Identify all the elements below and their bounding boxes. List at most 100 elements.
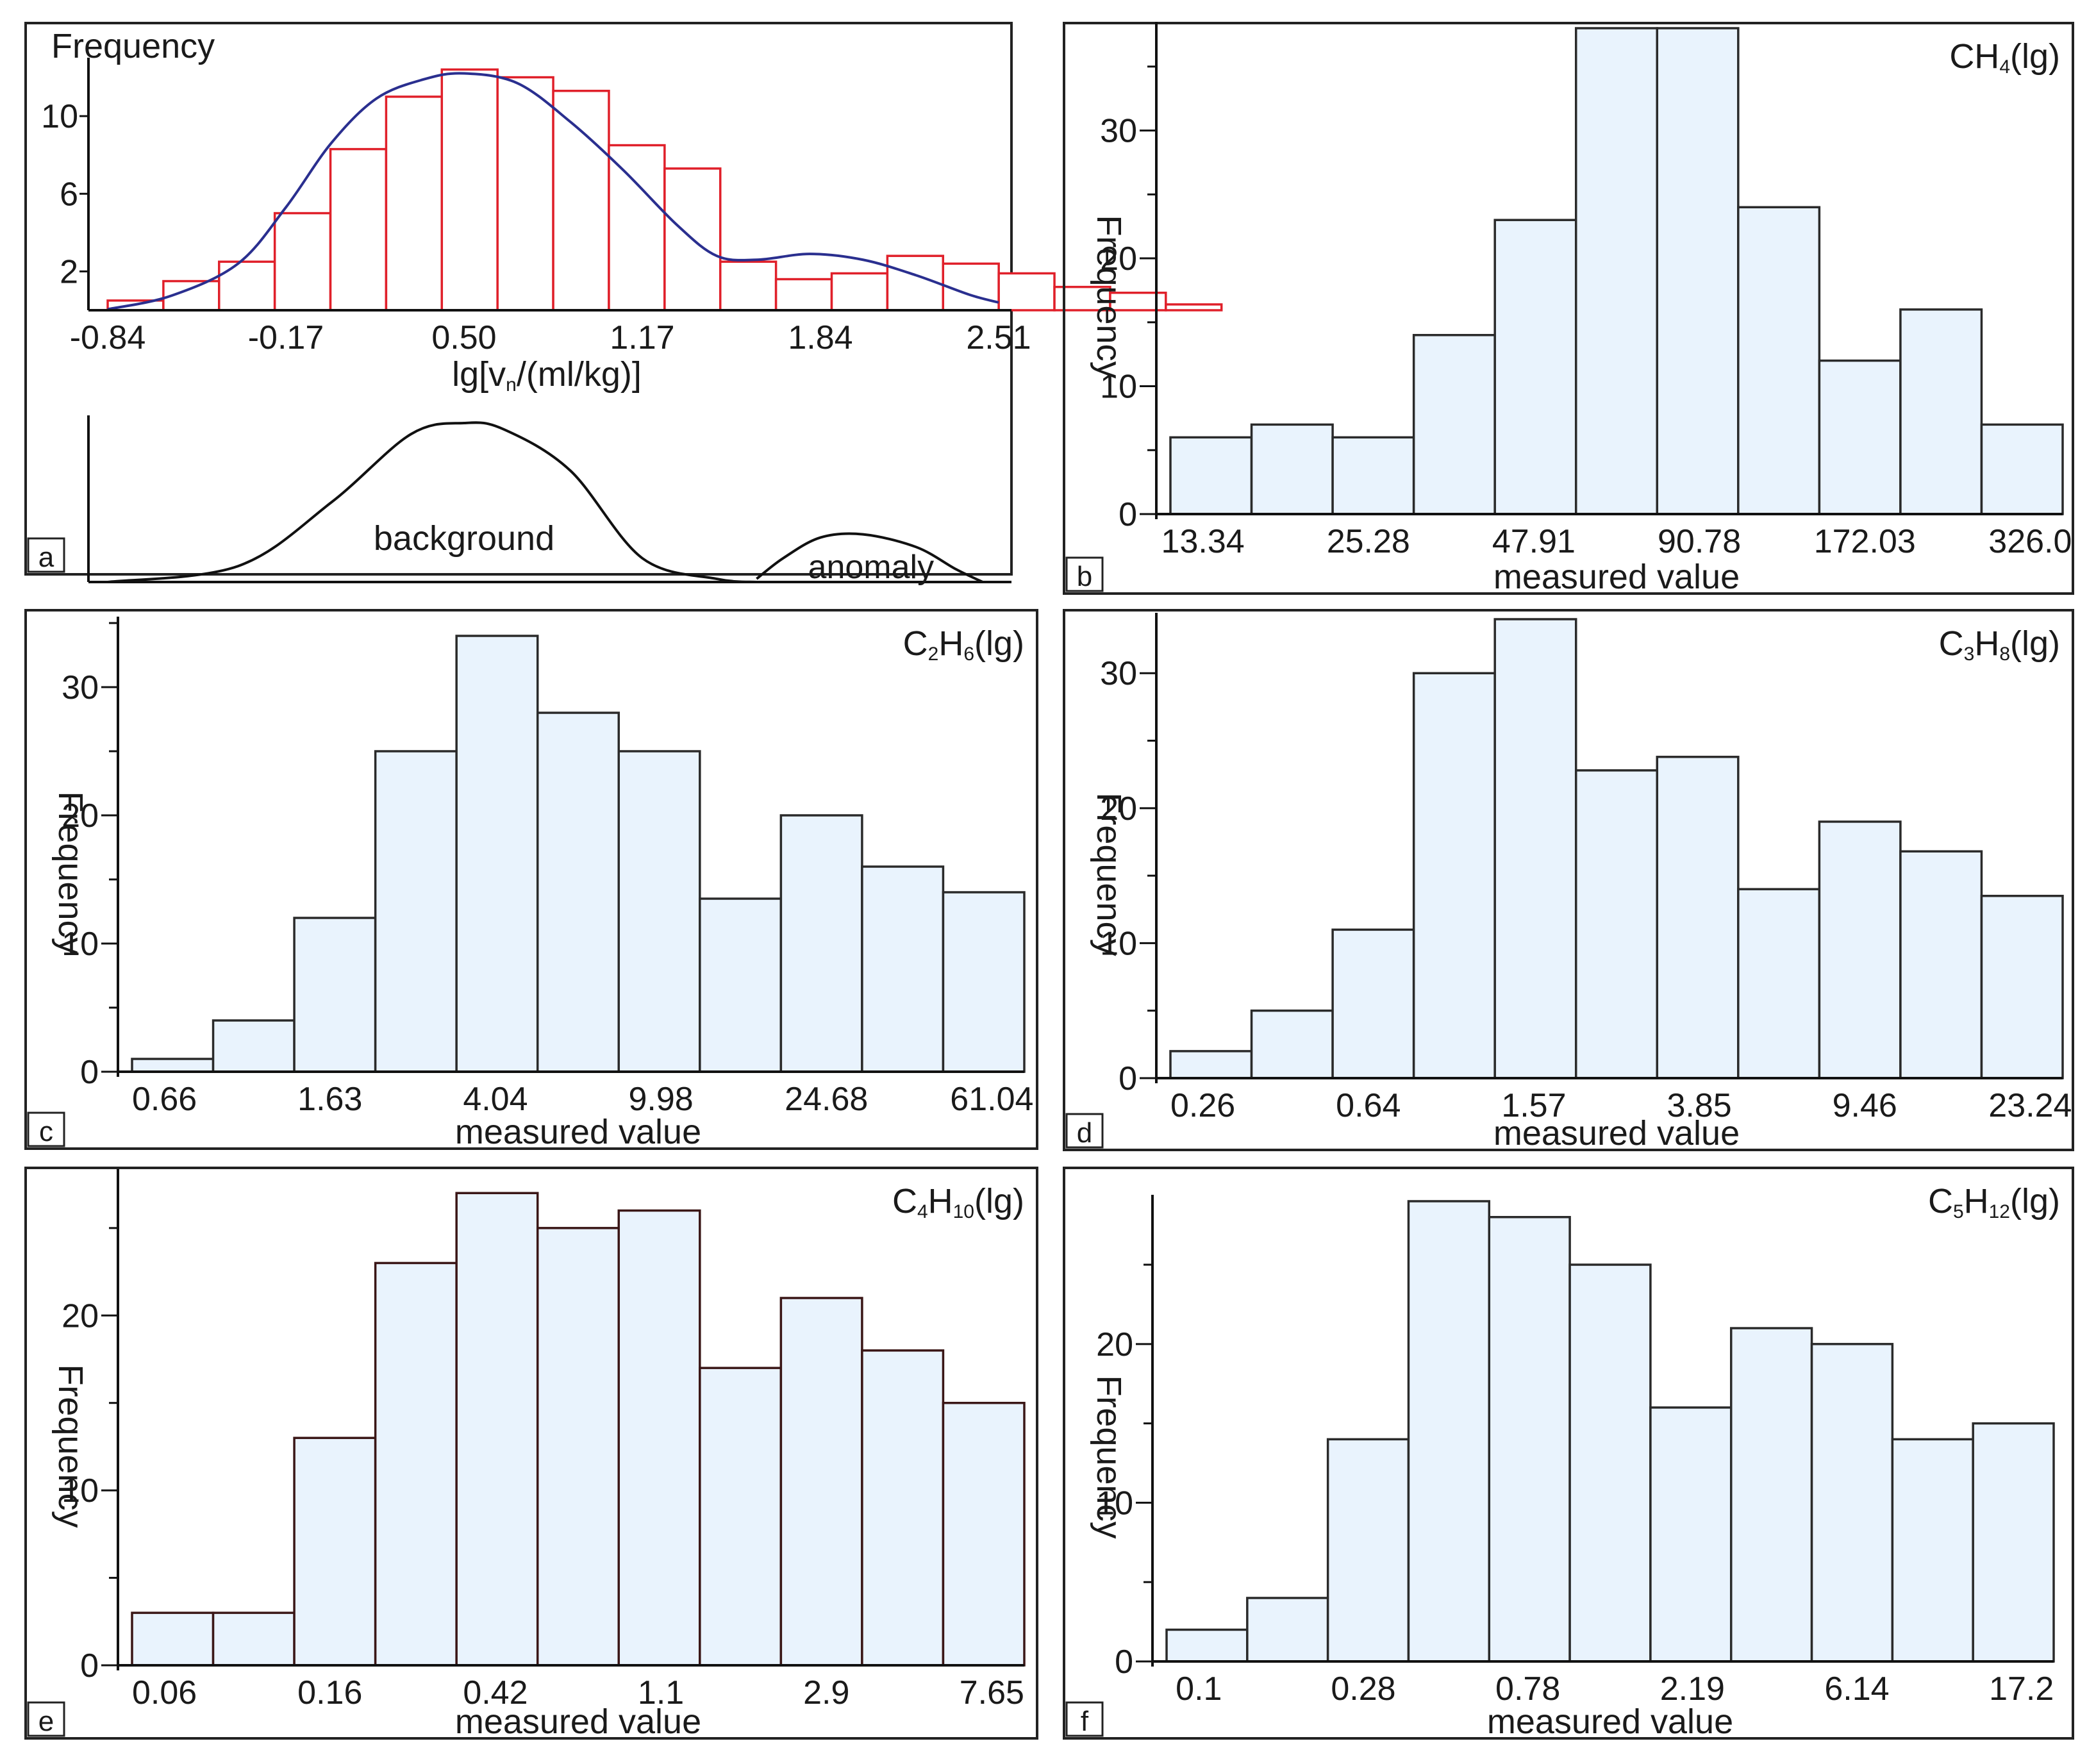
x-tick-label: 3.85 bbox=[1667, 1087, 1731, 1124]
chart-title: C5H12(lg) bbox=[1928, 1182, 2060, 1222]
histogram-bar bbox=[273, 212, 332, 312]
chart-title-part: H bbox=[928, 1182, 953, 1220]
background-curve bbox=[107, 421, 757, 583]
x-axis-label: measured value bbox=[455, 1702, 701, 1741]
y-tick-label: 0 bbox=[1119, 1060, 1137, 1097]
histogram-bar bbox=[1493, 219, 1577, 515]
panel-label-box bbox=[1065, 1701, 1104, 1737]
histogram-bar bbox=[830, 272, 889, 312]
histogram-bar bbox=[779, 814, 863, 1073]
x-tick-label: 9.98 bbox=[628, 1081, 693, 1118]
x-tick-label: 0.50 bbox=[431, 319, 496, 356]
histogram-bar bbox=[1412, 333, 1496, 515]
x-axis-label-part: lg[v bbox=[452, 355, 506, 394]
histogram-bar bbox=[779, 1297, 863, 1667]
histogram-bar bbox=[552, 90, 610, 312]
x-tick-label: 0.28 bbox=[1331, 1670, 1395, 1708]
chart-title-part: H bbox=[938, 624, 963, 663]
histogram-bar bbox=[861, 1349, 945, 1667]
x-tick-label: 2.9 bbox=[803, 1674, 849, 1711]
histogram-bar bbox=[536, 1227, 620, 1667]
panel-e: 0 10 20 0.06 0.16 0.42 1.1 2.9 7.65 measured valu… bbox=[24, 1167, 1038, 1741]
histogram-bar bbox=[329, 147, 388, 312]
chart-title-part: (lg) bbox=[974, 1182, 1024, 1220]
histogram-bar bbox=[1412, 672, 1496, 1079]
histogram-bar bbox=[1737, 888, 1821, 1079]
y-tick-label: 0 bbox=[1115, 1643, 1133, 1681]
histogram-bar bbox=[774, 278, 833, 312]
histogram-bar bbox=[617, 1209, 701, 1667]
chart-title-part: (lg) bbox=[2010, 1182, 2060, 1220]
x-tick-label: 1.17 bbox=[610, 319, 674, 356]
histogram-bar bbox=[1980, 894, 2064, 1079]
x-axis-label: measured value bbox=[455, 1113, 701, 1151]
y-axis-label: Frequency bbox=[1090, 1375, 1128, 1538]
panel-frame bbox=[1063, 22, 2074, 595]
chart-title: C4H10(lg) bbox=[892, 1182, 1024, 1222]
x-tick-label: 172.03 bbox=[1814, 523, 1916, 560]
histogram-bar bbox=[1899, 308, 1983, 515]
y-axis-label: Frequency bbox=[51, 791, 90, 954]
histogram-bar bbox=[1165, 303, 1223, 312]
anomaly-curve bbox=[756, 532, 983, 583]
histogram-bar bbox=[212, 1019, 295, 1073]
x-tick-label: 0.66 bbox=[132, 1081, 197, 1118]
y-tick-label: 10 bbox=[62, 926, 99, 963]
y-axis-label: Frequency bbox=[1090, 215, 1128, 378]
y-tick-label: 20 bbox=[1100, 790, 1137, 828]
chart-title-part: CH bbox=[1949, 37, 1999, 76]
histogram-bar bbox=[942, 1401, 1026, 1667]
panel-label: b bbox=[1077, 561, 1092, 592]
y-tick-label: 10 bbox=[1100, 925, 1137, 962]
panel-frame bbox=[24, 1167, 1038, 1740]
histogram-bar bbox=[293, 917, 377, 1073]
y-tick-label: 10 bbox=[1100, 369, 1137, 406]
chart-title-subscript: 6 bbox=[963, 644, 974, 665]
x-tick-label: 1.57 bbox=[1501, 1087, 1566, 1124]
x-tick-label: 0.06 bbox=[132, 1674, 197, 1711]
histogram-bar bbox=[293, 1436, 377, 1667]
histogram-bar bbox=[1649, 1406, 1733, 1663]
histogram-bar bbox=[131, 1058, 215, 1073]
histogram-bar bbox=[1980, 423, 2064, 515]
x-axis-label: measured value bbox=[1493, 558, 1740, 596]
histogram-bar bbox=[1574, 27, 1659, 515]
histogram-bar bbox=[1656, 756, 1740, 1079]
histogram-bar bbox=[536, 711, 620, 1073]
y-axis-label: Frequency bbox=[51, 1364, 90, 1527]
chart-title-part: (lg) bbox=[2010, 37, 2060, 76]
chart-title-subscript: 5 bbox=[1953, 1201, 1964, 1222]
histogram-bar bbox=[1729, 1327, 1813, 1663]
histogram-bar bbox=[496, 76, 554, 312]
y-tick-label: 20 bbox=[1096, 1326, 1133, 1363]
panel-label: d bbox=[1077, 1117, 1092, 1149]
x-tick-label: 9.46 bbox=[1833, 1087, 1897, 1124]
histogram-bar bbox=[455, 1192, 539, 1667]
chart-title-subscript: 3 bbox=[1964, 644, 1975, 665]
histogram-bar bbox=[1818, 820, 1902, 1079]
chart-title-subscript: 8 bbox=[1999, 644, 2010, 665]
histogram-bar bbox=[1972, 1422, 2055, 1663]
panel-f: 0 10 20 0.1 0.28 0.78 2.19 6.14 17.2 measured val… bbox=[1063, 1167, 2074, 1741]
histogram-bar bbox=[1493, 618, 1577, 1079]
panel-label-box bbox=[1065, 1113, 1104, 1149]
x-tick-label: 61.04 bbox=[950, 1081, 1033, 1118]
panel-d: 0 10 20 30 0.26 0.64 1.57 3.85 9.46 23.24 measured… bbox=[1063, 609, 2074, 1152]
histogram-bar bbox=[1737, 206, 1821, 515]
histogram-bar bbox=[218, 260, 276, 312]
background-label: background bbox=[374, 519, 554, 558]
y-tick-label: 0 bbox=[1119, 496, 1137, 533]
histogram-bar bbox=[1407, 1200, 1491, 1663]
x-axis-label-subscript: n bbox=[506, 374, 517, 395]
y-tick-label: 30 bbox=[62, 669, 99, 706]
panel-label-box bbox=[1065, 556, 1104, 592]
histogram-bar bbox=[1326, 1438, 1410, 1663]
panel-frame bbox=[24, 609, 1038, 1150]
panel-b: 0 10 20 30 13.34 25.28 47.91 90.78 172.03 326.0 me… bbox=[1063, 22, 2074, 596]
y-axis-label: Frequency bbox=[51, 27, 215, 65]
x-tick-label: 1.1 bbox=[638, 1674, 684, 1711]
panel-label: e bbox=[38, 1706, 54, 1737]
chart-title-part: C bbox=[1928, 1182, 1953, 1220]
x-tick-label: 23.24 bbox=[1988, 1087, 2072, 1124]
